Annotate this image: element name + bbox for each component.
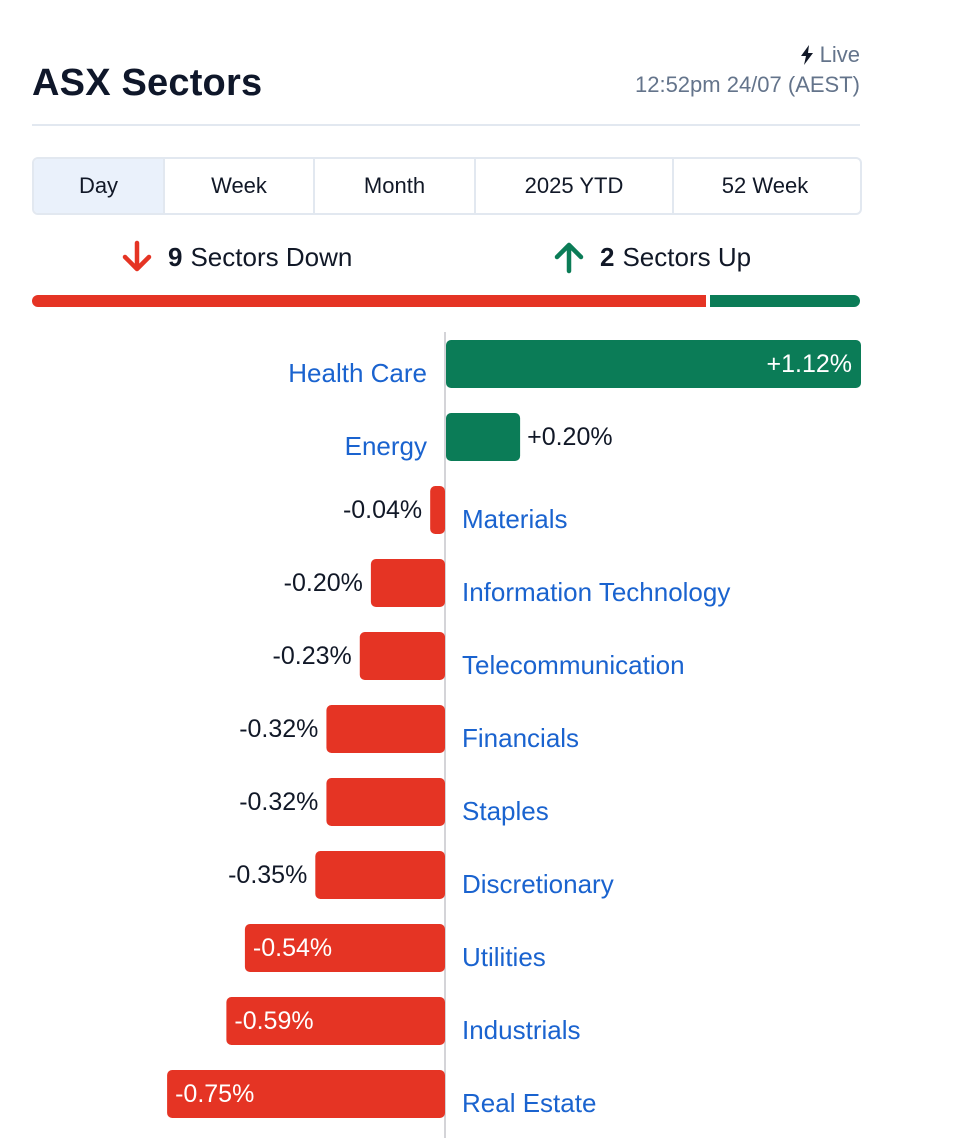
tab-52-week[interactable]: 52 Week bbox=[721, 173, 809, 198]
period-tabs: Day Week Month 2025 YTD 52 Week bbox=[32, 157, 862, 215]
value-label-6: -0.32% bbox=[239, 788, 318, 816]
category-label-9: Industrials bbox=[462, 1015, 581, 1045]
bar-8 bbox=[244, 924, 445, 972]
live-label: Live bbox=[819, 42, 860, 67]
value-label-9: -0.59% bbox=[234, 1007, 313, 1035]
sectors-down-label: Sectors Down bbox=[190, 241, 353, 272]
category-label-1: Energy bbox=[345, 431, 427, 461]
sectors-down-ratio-bar bbox=[32, 295, 706, 307]
sectors-up-label: Sectors Up bbox=[622, 241, 752, 272]
sectors-down-count: 9 bbox=[168, 241, 183, 272]
tab-week[interactable]: Week bbox=[165, 159, 315, 213]
sector-bar-chart: Health Care +1.12% Energy +0.20% Materials -0… bbox=[0, 332, 962, 1138]
category-label-8: Utilities bbox=[462, 942, 546, 972]
arrow-down-icon bbox=[122, 240, 152, 272]
bar-9 bbox=[226, 997, 445, 1045]
category-label-2: Materials bbox=[462, 504, 567, 534]
category-label-4: Telecommunication bbox=[462, 650, 685, 680]
category-label-7: Discretionary bbox=[462, 869, 614, 899]
value-label-4: -0.23% bbox=[273, 642, 352, 670]
bar-10 bbox=[167, 1070, 446, 1118]
tab-2025-ytd[interactable]: 2025 YTD bbox=[476, 159, 674, 213]
sectors-up-ratio-bar bbox=[710, 295, 860, 307]
bar-5 bbox=[326, 705, 445, 753]
category-label-5: Financials bbox=[462, 723, 579, 753]
bar-7 bbox=[315, 851, 445, 899]
sectors-up-summary: 2 Sectors Up bbox=[552, 240, 751, 274]
bar-2 bbox=[430, 486, 445, 534]
sectors-up-count: 2 bbox=[600, 241, 615, 272]
value-label-2: -0.04% bbox=[343, 496, 422, 524]
tab-month[interactable]: Month bbox=[315, 159, 476, 213]
page-title: ASX Sectors bbox=[32, 62, 263, 104]
sectors-down-summary: 9 Sectors Down bbox=[120, 240, 352, 274]
category-label-0: Health Care bbox=[288, 358, 427, 388]
bar-6 bbox=[326, 778, 445, 826]
timestamp: 12:52pm 24/07 (AEST) bbox=[634, 72, 860, 97]
bar-4 bbox=[359, 632, 445, 680]
bar-0 bbox=[446, 340, 861, 388]
value-label-8: -0.54% bbox=[253, 934, 332, 962]
value-label-0: +1.12% bbox=[767, 350, 853, 378]
category-label-6: Staples bbox=[462, 796, 549, 826]
value-label-3: -0.20% bbox=[284, 569, 363, 597]
bar-3 bbox=[370, 559, 445, 607]
bar-1 bbox=[446, 413, 521, 461]
chart-svg: Health Care +1.12% Energy +0.20% Materials -0… bbox=[167, 332, 861, 1138]
value-label-7: -0.35% bbox=[228, 861, 307, 889]
header: ASX Sectors Live 12:52pm 24/07 (AEST) bbox=[32, 40, 860, 126]
live-indicator: Live bbox=[800, 42, 860, 68]
value-label-1: +0.20% bbox=[527, 423, 613, 451]
category-label-10: Real Estate bbox=[462, 1088, 596, 1118]
lightning-icon bbox=[800, 45, 813, 65]
category-label-3: Information Technology bbox=[462, 577, 730, 607]
value-label-10: -0.75% bbox=[175, 1080, 254, 1108]
value-label-5: -0.32% bbox=[239, 715, 318, 743]
arrow-up-icon bbox=[554, 242, 584, 274]
tab-day[interactable]: Day bbox=[34, 159, 165, 213]
